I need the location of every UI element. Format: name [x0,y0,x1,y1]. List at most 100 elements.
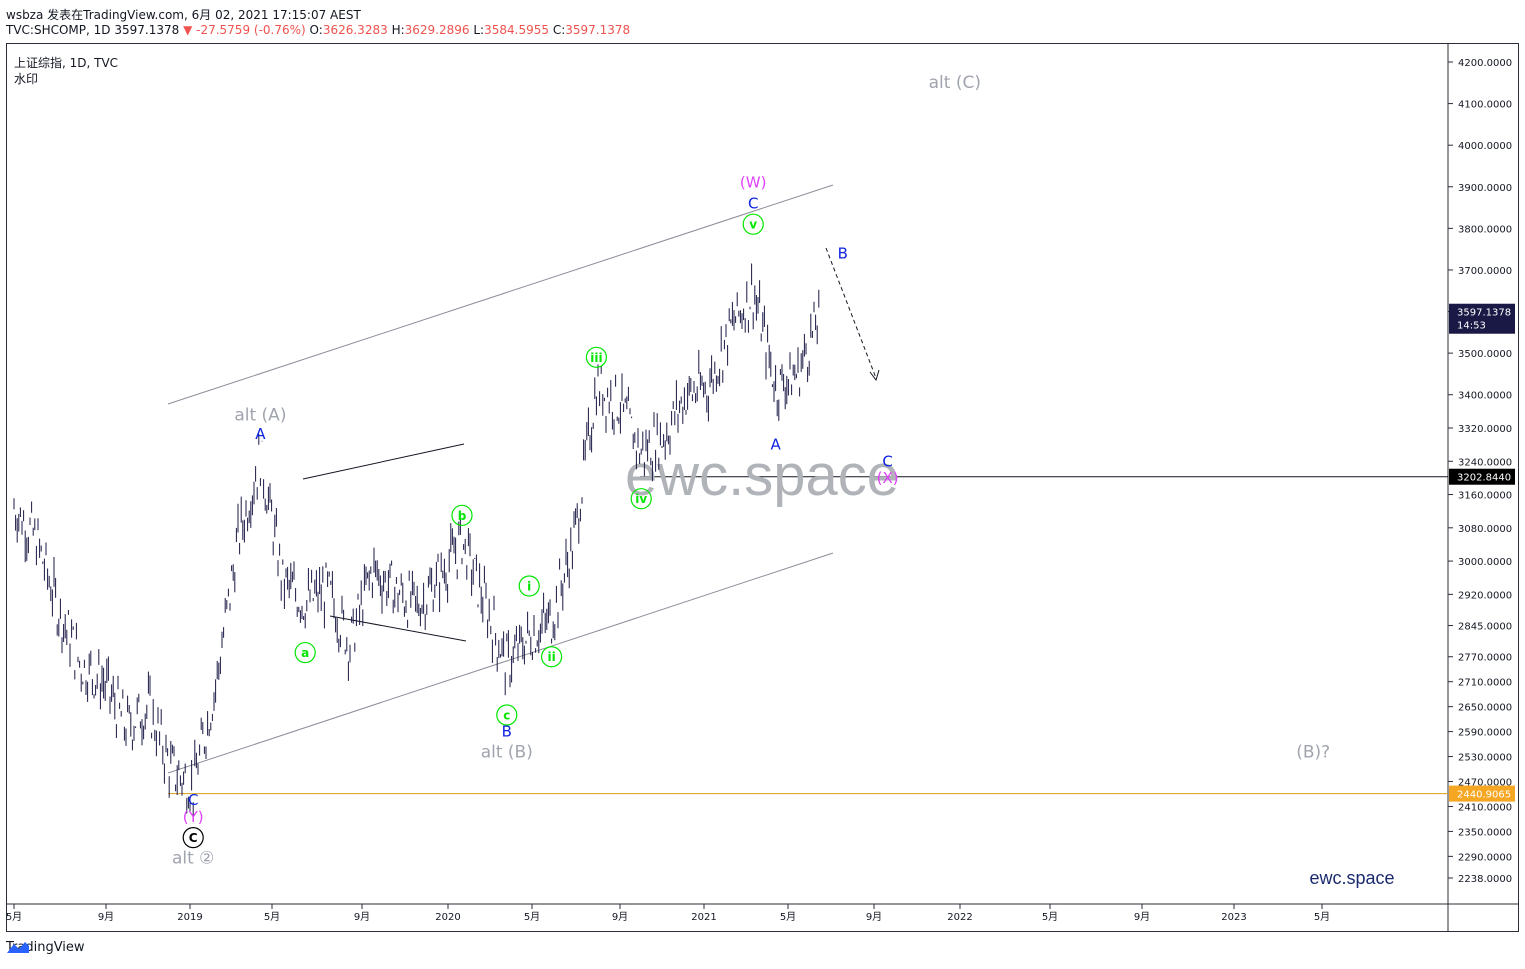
x-tick-label: 9月 [1134,911,1150,923]
projection-arrowhead [869,369,880,382]
wave-label: C [748,194,758,212]
y-tick-label: 4100.0000 [1458,100,1512,111]
wave-label: C [188,791,198,809]
wave-label-circle [540,646,563,668]
y-tick-label: 3000.0000 [1458,557,1512,568]
watermark-text: ewc.space [625,443,899,508]
y-tick-label: 3800.0000 [1458,224,1512,235]
signature-text: ewc.space [1309,868,1394,888]
y-tick-label: 3500.0000 [1458,349,1512,360]
close-label: C: [552,23,566,37]
last-price-time: 14:53 [1457,321,1486,332]
wave-label: B [502,723,512,741]
lower-channel-line [167,552,834,774]
x-tick-label: 5月 [524,911,540,923]
wave-label-circle [585,346,608,368]
wave-label: (X) [877,469,899,487]
price-line-label: 2440.9065 [1457,790,1511,801]
y-tick-label: 4000.0000 [1458,141,1512,152]
y-tick-label: 2410.0000 [1458,802,1512,813]
wave-label-circle [451,504,473,526]
y-tick-label: 2350.0000 [1458,827,1512,838]
wave-label: alt (B) [481,742,533,762]
watermark-label: 水印 [14,72,39,86]
wave-label: A [255,425,266,443]
wave-label: a [301,646,309,660]
price-line-badge [1449,785,1515,802]
wave-label-circle [630,488,652,510]
symbol-price: TVC:SHCOMP, 1D 3597.1378 [6,23,180,37]
ohlc-line: TVC:SHCOMP, 1D 3597.1378 ▼ -27.5759 (-0.… [6,23,630,37]
chart-legend-title: 上证综指, 1D, TVC [14,56,119,70]
y-tick-label: 2920.0000 [1458,590,1512,601]
last-price-value: 3597.1378 [1457,308,1511,319]
wave-label: b [458,509,467,523]
x-tick-label: 5月 [6,911,22,923]
high-label: H: [391,23,405,37]
price-line-badge [1449,468,1515,485]
wave-label: (Y) [183,808,204,826]
x-tick-label: 9月 [612,911,628,923]
tradingview-brand[interactable]: TradingView [6,940,85,955]
wave-label: iv [635,492,647,506]
last-price-badge [1449,303,1515,334]
wave-label-circle [742,213,764,235]
y-tick-label: 3320.0000 [1458,424,1512,435]
wave-label: A [770,436,781,454]
x-tick-label: 2020 [435,912,460,923]
y-tick-label: 2530.0000 [1458,753,1512,764]
projection-arrow [825,247,877,379]
x-tick-label: 2022 [947,912,972,923]
x-tick-label: 5月 [264,911,280,923]
wave-label: alt (C) [929,73,981,93]
wave-label: i [527,580,531,594]
x-tick-label: 9月 [354,911,370,923]
y-tick-label: 2470.0000 [1458,778,1512,789]
x-tick-label: 5月 [1042,911,1058,923]
y-tick-label: 2710.0000 [1458,678,1512,689]
wave-label-circle [294,641,316,664]
y-tick-label: 2845.0000 [1458,622,1512,633]
x-tick-label: 9月 [866,911,882,923]
wave-label: C [189,831,198,845]
low-label: L: [473,23,485,37]
y-tick-label: 3160.0000 [1458,491,1512,502]
price-line-label: 3202.8440 [1457,473,1511,484]
y-tick-label: 2290.0000 [1458,852,1512,863]
x-tick-label: 9月 [98,911,114,923]
high-value: 3629.2896 [404,23,470,37]
x-tick-label: 2021 [691,912,716,923]
publish-info: wsbza 发表在TradingView.com, 6月 02, 2021 17… [6,8,361,22]
y-tick-label: 2650.0000 [1458,703,1512,714]
wave-label: c [503,708,510,722]
y-tick-label: 2238.0000 [1458,874,1512,885]
wave-label: (B)? [1296,742,1330,762]
triangle-lower-line [329,615,467,642]
wave-label: B [838,244,848,262]
x-tick-label: 5月 [1314,911,1330,923]
wave-label-circle [182,827,204,849]
tradingview-logo-icon [7,942,29,953]
wave-label: C [882,452,892,470]
y-tick-label: 2770.0000 [1458,653,1512,664]
y-tick-label: 4200.0000 [1458,58,1512,69]
price-change: -27.5759 (-0.76%) [196,23,306,37]
wave-label: alt (A) [234,406,286,426]
y-tick-label: 3240.0000 [1458,457,1512,468]
wave-label: alt ② [172,848,214,868]
low-value: 3584.5955 [484,23,550,37]
wave-label: v [749,218,757,232]
triangle-upper-line [302,443,465,480]
down-triangle-icon: ▼ [183,23,193,37]
y-tick-label: 2590.0000 [1458,728,1512,739]
y-tick-label: 3080.0000 [1458,524,1512,535]
x-tick-label: 5月 [780,911,796,923]
open-value: 3626.3283 [322,23,388,37]
chart-frame[interactable] [6,43,1519,932]
wave-label-circle [496,704,518,726]
x-tick-label: 2019 [177,912,202,923]
upper-channel-line [167,184,834,405]
wave-label: ii [547,650,555,664]
wave-label-circle [518,575,540,597]
